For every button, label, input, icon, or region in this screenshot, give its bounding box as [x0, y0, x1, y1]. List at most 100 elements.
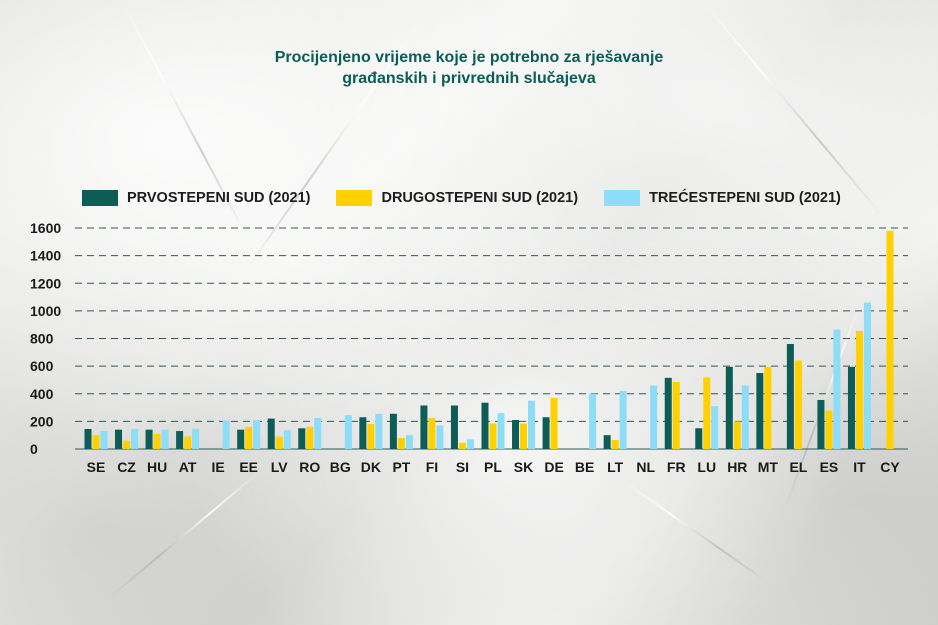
bar-pl-second — [489, 423, 497, 449]
legend-label-third-instance: TREĆESTEPENI SUD (2021) — [649, 190, 841, 206]
bar-hr-first — [725, 366, 733, 449]
bar-ie-third — [222, 420, 230, 449]
bar-it-first — [847, 366, 855, 449]
bar-pt-first — [389, 413, 397, 449]
legend-item-second-instance: DRUGOSTEPENI SUD (2021) — [336, 190, 578, 206]
bar-lu-second — [703, 377, 711, 449]
x-tick-label: DK — [361, 459, 381, 475]
legend-swatch-second-instance — [336, 190, 373, 206]
bar-sk-third — [528, 400, 536, 449]
y-tick-label: 1000 — [30, 303, 61, 319]
legend-swatch-first-instance — [82, 190, 118, 206]
bar-mt-second — [764, 366, 772, 449]
y-tick-label: 800 — [30, 331, 54, 347]
y-tick-label: 600 — [30, 358, 54, 374]
bar-lu-third — [711, 406, 719, 449]
bar-mt-first — [756, 373, 764, 449]
legend-swatch-third-instance — [604, 190, 641, 206]
bar-si-second — [458, 442, 466, 449]
bar-si-first — [450, 405, 458, 449]
chart-legend: PRVOSTEPENI SUD (2021) DRUGOSTEPENI SUD … — [82, 190, 867, 206]
x-tick-label: SE — [87, 459, 106, 475]
x-tick-label: MT — [758, 459, 779, 475]
x-tick-label: PT — [392, 459, 410, 475]
x-tick-label: SI — [456, 459, 469, 475]
x-tick-label: FR — [667, 459, 686, 475]
x-tick-label: IT — [853, 459, 866, 475]
y-tick-label: 1400 — [30, 248, 61, 264]
bar-hr-second — [733, 421, 741, 449]
bar-lu-first — [695, 428, 703, 449]
bar-ro-second — [306, 426, 314, 449]
bar-dk-third — [375, 413, 383, 449]
bar-dk-first — [359, 417, 367, 449]
y-tick-label: 1600 — [30, 220, 61, 236]
bar-fi-third — [436, 425, 444, 449]
x-tick-label: BG — [330, 459, 351, 475]
bar-el-first — [786, 344, 794, 449]
chart-title-line-1: Procijenjeno vrijeme koje je potrebno za… — [274, 49, 664, 66]
legend-item-third-instance: TREĆESTEPENI SUD (2021) — [604, 190, 841, 206]
x-tick-label: BE — [575, 459, 594, 475]
bar-it-third — [863, 302, 871, 449]
bar-fr-first — [664, 377, 672, 449]
bar-lt-third — [619, 390, 627, 449]
x-tick-label: FI — [426, 459, 438, 475]
bar-cz-second — [123, 440, 131, 449]
x-tick-label: LV — [271, 459, 289, 475]
chart-title: Procijenjeno vrijeme koje je potrebno za… — [0, 47, 938, 89]
bar-se-third — [100, 431, 108, 449]
bar-pl-third — [497, 413, 505, 449]
y-tick-label: 400 — [30, 386, 54, 402]
legend-item-first-instance: PRVOSTEPENI SUD (2021) — [82, 190, 310, 206]
bar-se-second — [92, 435, 100, 449]
x-tick-label: EE — [239, 459, 258, 475]
x-tick-label: DE — [544, 459, 563, 475]
bar-at-first — [176, 431, 184, 449]
x-tick-label: EL — [789, 459, 807, 475]
legend-label-first-instance: PRVOSTEPENI SUD (2021) — [127, 190, 311, 206]
x-tick-label: HU — [147, 459, 167, 475]
x-tick-label: AT — [179, 459, 197, 475]
bar-pt-second — [397, 437, 405, 449]
bar-lv-third — [283, 430, 291, 449]
x-tick-label: NL — [636, 459, 655, 475]
bar-pt-third — [405, 435, 413, 449]
y-tick-label: 200 — [30, 413, 54, 429]
x-tick-label: HR — [727, 459, 747, 475]
bar-pl-first — [481, 402, 489, 449]
bar-hu-second — [153, 433, 161, 449]
bar-de-second — [550, 397, 558, 449]
bar-es-second — [825, 410, 833, 449]
bar-ee-first — [237, 429, 245, 449]
bar-hu-third — [161, 429, 169, 449]
x-tick-label: LU — [697, 459, 716, 475]
bar-sk-first — [512, 419, 520, 449]
bar-cz-first — [115, 429, 123, 449]
bar-at-second — [184, 436, 192, 449]
bar-es-first — [817, 399, 825, 449]
bar-hu-first — [145, 429, 153, 449]
bar-bg-third — [344, 415, 352, 449]
bar-nl-third — [650, 385, 658, 449]
bar-fi-first — [420, 405, 428, 449]
bar-hr-third — [741, 385, 749, 449]
bar-ee-third — [253, 419, 261, 449]
bar-ro-third — [314, 417, 322, 449]
x-tick-label: SK — [514, 459, 533, 475]
bar-de-first — [542, 417, 550, 449]
x-tick-label: LT — [607, 459, 624, 475]
bar-be-third — [589, 393, 597, 449]
bar-it-second — [855, 330, 863, 449]
bar-sk-second — [520, 423, 528, 449]
bar-ro-first — [298, 428, 306, 449]
y-tick-label: 1200 — [30, 275, 61, 291]
bar-cy-second — [886, 230, 894, 449]
bar-fi-second — [428, 417, 436, 449]
x-tick-label: CY — [880, 459, 900, 475]
y-tick-label: 0 — [30, 441, 38, 457]
bar-lt-first — [603, 435, 611, 449]
bar-at-third — [192, 428, 200, 449]
x-tick-label: RO — [299, 459, 320, 475]
